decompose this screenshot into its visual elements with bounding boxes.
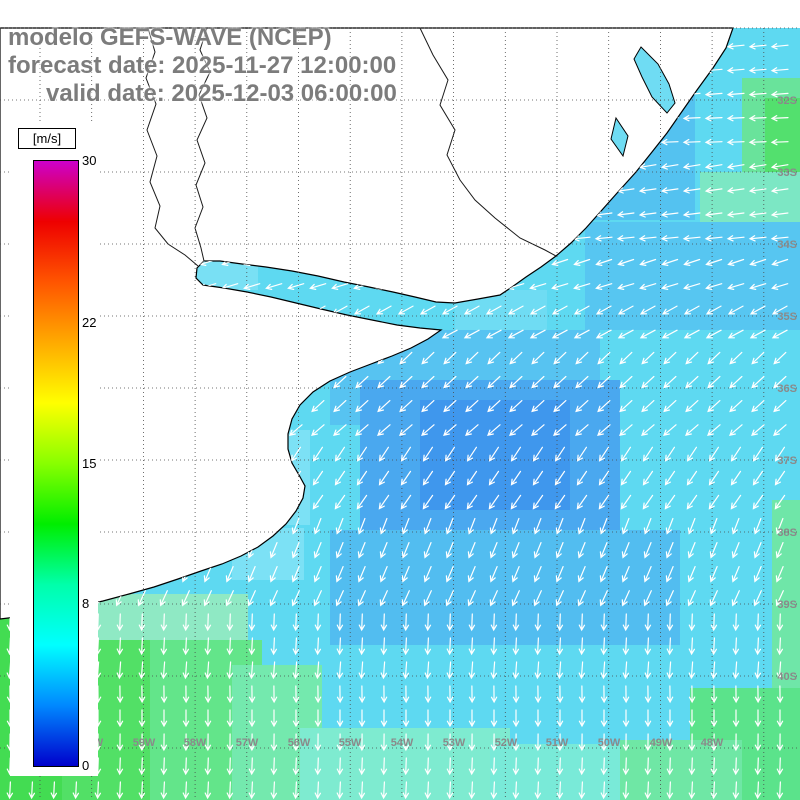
longitude-label: 51W	[546, 737, 569, 749]
longitude-label: 59W	[133, 737, 156, 749]
river-uruguay	[194, 27, 211, 262]
longitude-label: 57W	[236, 737, 259, 749]
river-negro	[419, 27, 557, 257]
longitude-label: 48W	[701, 737, 724, 749]
legend-unit-label: [m/s]	[18, 128, 76, 149]
longitude-label: 55W	[339, 737, 362, 749]
river-parana	[145, 27, 199, 267]
latitude-label: 32S	[777, 95, 797, 107]
longitude-label: 52W	[495, 737, 518, 749]
wave-field-patch	[420, 400, 570, 510]
wave-field-patch	[620, 740, 742, 800]
latitude-label: 36S	[777, 383, 797, 395]
lagoon-dos-patos	[633, 46, 676, 114]
landmass	[0, 27, 734, 620]
coordinate-labels: 60W59W58W57W56W55W54W53W52W51W50W49W48W3…	[81, 95, 797, 749]
legend-tick-label: 0	[82, 758, 90, 773]
longitude-label: 58W	[184, 737, 207, 749]
wave-field-patch	[330, 530, 680, 645]
latitude-label: 38S	[777, 527, 797, 539]
graticule	[0, 27, 800, 800]
latitude-label: 33S	[777, 167, 797, 179]
longitude-label: 50W	[598, 737, 621, 749]
model-title: modelo GEFS-WAVE (NCEP)	[8, 24, 332, 51]
title-block: modelo GEFS-WAVE (NCEP) forecast date: 2…	[8, 24, 397, 108]
wave-field-patch	[300, 728, 510, 800]
latitude-label: 40S	[777, 671, 797, 683]
south-america-coastline	[0, 27, 734, 620]
legend-tick-label: 30	[82, 153, 97, 168]
latitude-label: 35S	[777, 311, 797, 323]
legend-color-bar	[33, 160, 79, 767]
longitude-label: 53W	[443, 737, 466, 749]
longitude-label: 54W	[391, 737, 414, 749]
forecast-date-line: forecast date: 2025-11-27 12:00:00	[8, 52, 397, 79]
color-legend: [m/s] 30 22 15 8 0	[10, 124, 98, 776]
legend-tick-label: 15	[82, 455, 97, 471]
latitude-label: 39S	[777, 599, 797, 611]
legend-tick-label: 8	[82, 596, 90, 612]
valid-date-line: valid date: 2025-12-03 06:00:00	[46, 80, 397, 107]
longitude-label: 56W	[288, 737, 311, 749]
latitude-label: 34S	[777, 239, 797, 251]
latitude-label: 37S	[777, 455, 797, 467]
lagoon-mirim	[610, 116, 629, 158]
longitude-label: 49W	[650, 737, 673, 749]
legend-tick-label: 22	[82, 314, 97, 330]
